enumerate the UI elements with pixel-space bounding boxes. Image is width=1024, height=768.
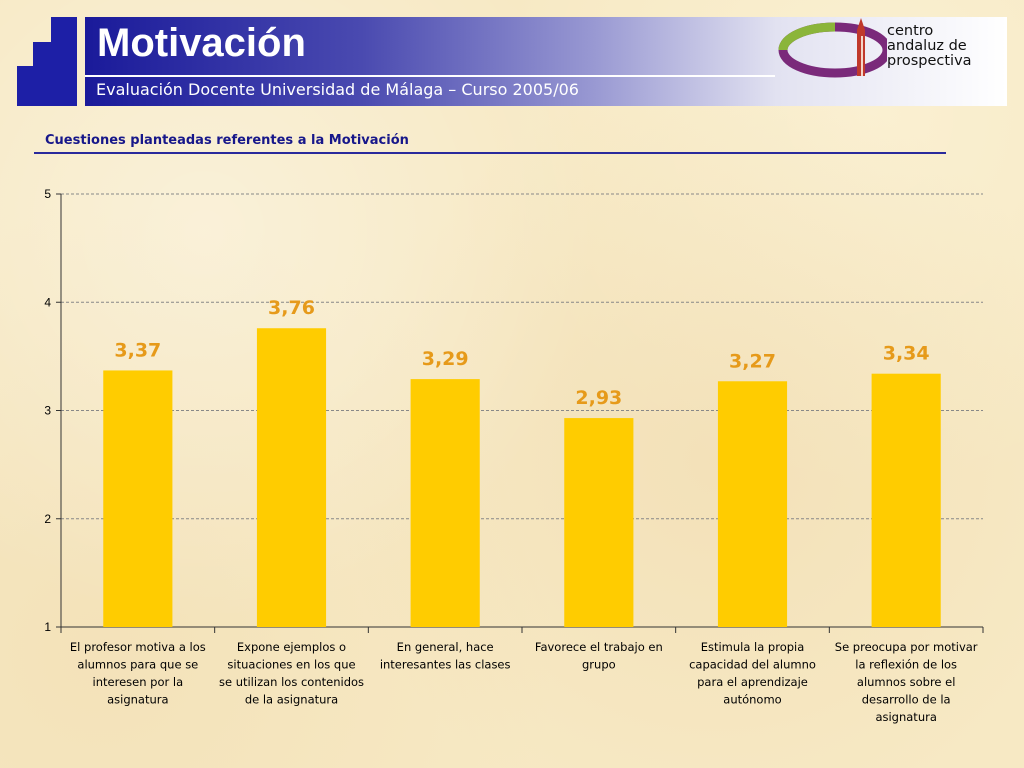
decorative-blocks	[17, 17, 77, 106]
x-category-label: situaciones en los que	[227, 658, 355, 672]
y-tick-label: 4	[44, 295, 51, 309]
logo-line: centro	[887, 23, 934, 39]
x-category-label: interesantes las clases	[380, 658, 511, 672]
x-category-label: En general, hace	[397, 640, 494, 654]
logo-line: andaluz de	[887, 38, 967, 54]
x-category-label: asignatura	[107, 693, 168, 707]
page-subtitle: Evaluación Docente Universidad de Málaga…	[96, 80, 579, 99]
data-label: 3,76	[268, 297, 315, 319]
x-category-label: Estimula la propia	[701, 640, 805, 654]
x-category-label: capacidad del alumno	[689, 658, 816, 672]
x-category-label: alumnos para que se	[77, 658, 198, 672]
x-category-label: la reflexión de los	[855, 658, 957, 672]
y-tick-label: 5	[44, 187, 51, 201]
x-category-label: alumnos sobre el	[857, 675, 956, 689]
logo: centro andaluz de prospectiva	[777, 16, 1007, 80]
y-tick-label: 3	[44, 404, 51, 418]
bar	[410, 379, 480, 627]
data-label: 3,34	[883, 343, 930, 365]
x-category-label: Se preocupa por motivar	[835, 640, 978, 654]
x-category-label: desarrollo de la	[862, 693, 951, 707]
x-category-label: asignatura	[875, 710, 936, 724]
bar	[103, 370, 173, 627]
data-label: 2,93	[575, 387, 622, 409]
bar	[564, 418, 634, 627]
x-category-label: se utilizan los contenidos	[219, 675, 364, 689]
page-title: Motivación	[97, 21, 306, 65]
x-category-label: Expone ejemplos o	[237, 640, 346, 654]
logo-text: centro andaluz de prospectiva	[887, 24, 972, 69]
bar	[871, 373, 941, 627]
x-category-label: El profesor motiva a los	[70, 640, 206, 654]
x-category-label: para el aprendizaje	[697, 675, 808, 689]
section-rule	[34, 152, 946, 154]
data-label: 3,27	[729, 350, 776, 372]
x-category-label: autónomo	[723, 693, 781, 707]
y-tick-label: 1	[44, 620, 51, 634]
data-label: 3,29	[422, 348, 469, 370]
data-label: 3,37	[114, 339, 161, 361]
y-tick-label: 2	[44, 512, 51, 526]
bar	[256, 328, 327, 627]
bar	[717, 381, 788, 627]
x-category-label: grupo	[582, 658, 616, 672]
header-rule	[85, 75, 775, 77]
x-category-label: interesen por la	[93, 675, 184, 689]
x-category-label: Favorece el trabajo en	[535, 640, 663, 654]
section-title: Cuestiones planteadas referentes a la Mo…	[45, 133, 409, 148]
logo-line: prospectiva	[887, 53, 972, 69]
x-category-label: de la asignatura	[245, 693, 338, 707]
